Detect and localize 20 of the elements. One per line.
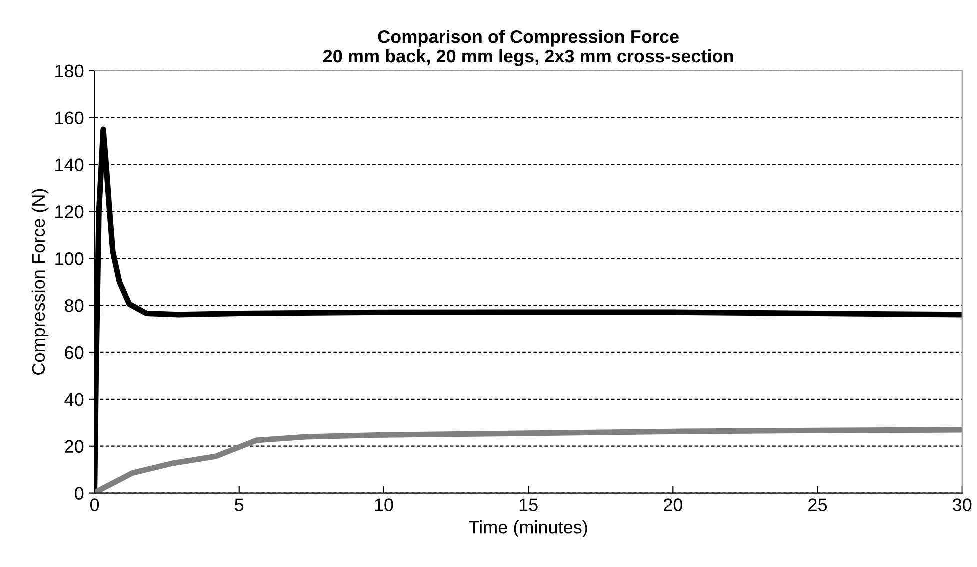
- y-tick-label: 40: [64, 393, 84, 406]
- chart-title: Comparison of Compression Force 20 mm back, 20 mm legs, 2x3 mm cross-section: [323, 30, 734, 66]
- x-axis-title: Time (minutes): [469, 520, 588, 538]
- y-axis-title: Compression Force (N): [32, 189, 49, 375]
- x-tick-label: 20: [664, 498, 682, 512]
- x-tick-label: 25: [808, 498, 828, 512]
- x-tick-label: 5: [235, 498, 244, 512]
- y-tick-label: 180: [56, 64, 84, 78]
- y-tick-label: 60: [65, 346, 84, 360]
- x-tick-label: 15: [520, 498, 538, 512]
- y-tick-label: 140: [56, 158, 84, 172]
- y-tick-label: 160: [56, 112, 84, 125]
- y-tick-label: 120: [56, 206, 84, 218]
- y-tick-label: 100: [56, 252, 84, 266]
- x-tick-label: 30: [952, 498, 972, 512]
- x-tick-label: 0: [90, 498, 100, 512]
- y-tick-label: 0: [75, 487, 84, 500]
- y-tick-label: 20: [65, 440, 84, 454]
- y-tick-label: 80: [65, 299, 84, 312]
- x-tick-label: 10: [375, 498, 394, 512]
